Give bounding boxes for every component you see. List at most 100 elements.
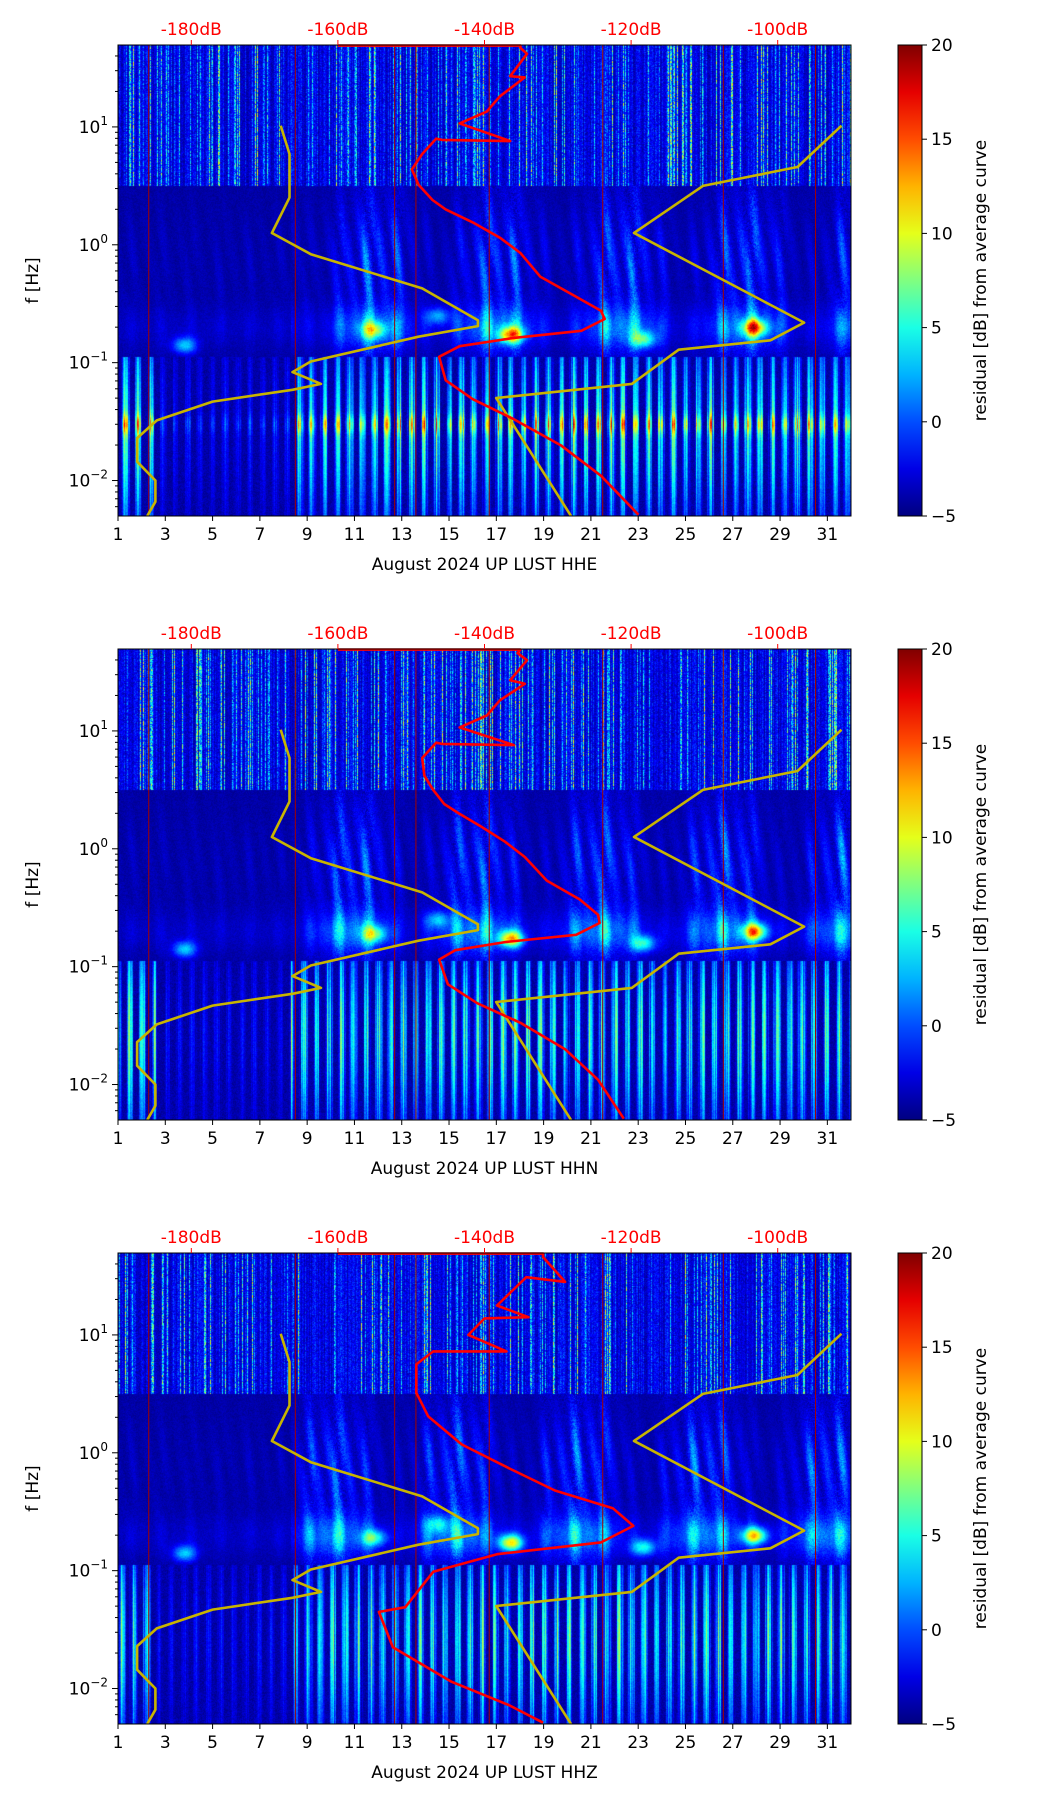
y-tick-exponent: −2 (90, 468, 108, 482)
plot-frame (117, 1252, 852, 1725)
series-line-noise-model-low (135, 1333, 480, 1725)
top-db-label: -100dB (747, 20, 808, 40)
colorbar-label: residual [dB] from average curve (971, 140, 991, 421)
colorbar-tick-label: 0 (931, 413, 942, 433)
series-line-noise-model-high (494, 1332, 843, 1725)
top-db-label: -180dB (161, 624, 222, 644)
y-tick-base: 10 (69, 354, 91, 374)
series-line-noise-model-high (494, 124, 843, 517)
y-tick-label: 10−1 (69, 1558, 108, 1582)
x-tick-label: 21 (580, 525, 602, 545)
y-tick-exponent: −1 (90, 1558, 108, 1572)
colorbar-tick-label: 20 (931, 640, 953, 660)
colorbar-label: residual [dB] from average curve (971, 1348, 991, 1629)
x-axis-label: August 2024 UP LUST HHE (372, 555, 598, 575)
colorbar-tick-label: 20 (931, 36, 953, 56)
series-line-noise-model-low (135, 729, 480, 1121)
colorbar-tick-label: −5 (931, 1715, 956, 1735)
x-tick-label: 13 (391, 1733, 413, 1753)
colorbar (897, 648, 923, 1121)
colorbar-tick-label: 10 (931, 224, 953, 244)
x-tick-label: 31 (817, 1733, 839, 1753)
series-line-noise-model-low (135, 125, 480, 517)
y-tick-label: 10−1 (69, 350, 108, 374)
y-tick-base: 10 (69, 1076, 91, 1096)
y-tick-exponent: 0 (100, 232, 108, 246)
spectrogram-heatmap (118, 45, 851, 516)
colorbar-tick-label: 15 (931, 130, 953, 150)
y-tick-base: 10 (69, 1562, 91, 1582)
top-db-label: -100dB (747, 624, 808, 644)
x-tick-label: 15 (438, 1733, 460, 1753)
x-tick-label: 31 (817, 525, 839, 545)
series-line-psd-average (337, 648, 625, 1120)
top-db-label: -180dB (161, 1228, 222, 1248)
x-tick-label: 29 (769, 1129, 791, 1149)
x-tick-label: 17 (486, 1733, 508, 1753)
y-tick-base: 10 (69, 958, 91, 978)
colorbar-tick-label: 10 (931, 1432, 953, 1452)
y-axis-label: f [Hz] (23, 257, 43, 303)
top-db-label: -180dB (161, 20, 222, 40)
colorbar-tick-label: 15 (931, 1338, 953, 1358)
x-tick-label: 19 (533, 525, 555, 545)
spectrogram-heatmap (118, 649, 851, 1120)
y-tick-exponent: 0 (100, 836, 108, 850)
x-tick-label: 5 (207, 1733, 218, 1753)
colorbar-tick-label: 5 (931, 1527, 942, 1547)
y-tick-base: 10 (79, 1444, 101, 1464)
x-tick-label: 1 (113, 525, 124, 545)
colorbar-tick-label: −5 (931, 507, 956, 527)
series-line-psd-average (337, 1252, 635, 1724)
x-tick-label: 9 (302, 1733, 313, 1753)
x-tick-label: 3 (160, 525, 171, 545)
y-tick-exponent: 1 (100, 114, 108, 128)
x-tick-label: 1 (113, 1733, 124, 1753)
colorbar-tick-label: 5 (931, 319, 942, 339)
x-tick-label: 13 (391, 1129, 413, 1149)
y-tick-label: 10−2 (69, 1676, 108, 1700)
x-tick-label: 15 (438, 1129, 460, 1149)
plot-frame (117, 648, 852, 1121)
x-tick-label: 11 (344, 1733, 366, 1753)
x-tick-label: 9 (302, 525, 313, 545)
spectrogram-panel-hhe: 1 3 5 7 9 11 13 15 17 19 21 23 25 27 29 31 August 2024 U… (0, 0, 1052, 604)
y-tick-label: 100 (79, 836, 108, 860)
x-axis-label: August 2024 UP LUST HHN (371, 1159, 599, 1179)
top-db-label: -120dB (601, 1228, 662, 1248)
top-db-label: -160dB (307, 1228, 368, 1248)
top-db-label: -140dB (454, 624, 515, 644)
colorbar-tick-label: 10 (931, 828, 953, 848)
x-tick-label: 29 (769, 1733, 791, 1753)
y-axis-label: f [Hz] (23, 1465, 43, 1511)
x-tick-label: 21 (580, 1733, 602, 1753)
y-tick-label: 10−2 (69, 468, 108, 492)
y-tick-label: 10−2 (69, 1072, 108, 1096)
x-tick-label: 25 (675, 525, 697, 545)
y-tick-label: 101 (79, 114, 108, 138)
x-tick-label: 17 (486, 525, 508, 545)
y-tick-base: 10 (69, 1680, 91, 1700)
x-tick-label: 31 (817, 1129, 839, 1149)
top-db-label: -160dB (307, 20, 368, 40)
y-tick-label: 101 (79, 718, 108, 742)
x-tick-label: 15 (438, 525, 460, 545)
y-tick-label: 100 (79, 232, 108, 256)
colorbar-tick-label: 15 (931, 734, 953, 754)
y-tick-exponent: 1 (100, 1322, 108, 1336)
y-tick-base: 10 (79, 118, 101, 138)
y-tick-label: 100 (79, 1440, 108, 1464)
y-tick-base: 10 (79, 840, 101, 860)
y-tick-label: 101 (79, 1322, 108, 1346)
x-tick-label: 7 (254, 1129, 265, 1149)
x-tick-label: 25 (675, 1129, 697, 1149)
top-db-label: -120dB (601, 624, 662, 644)
x-tick-label: 29 (769, 525, 791, 545)
spectrogram-panel-hhz: 1 3 5 7 9 11 13 15 17 19 21 23 25 27 29 31 August 2024 U… (0, 1208, 1052, 1812)
colorbar (897, 1252, 923, 1725)
series-line-psd-average (337, 44, 640, 516)
y-tick-base: 10 (69, 472, 91, 492)
x-tick-label: 23 (627, 525, 649, 545)
